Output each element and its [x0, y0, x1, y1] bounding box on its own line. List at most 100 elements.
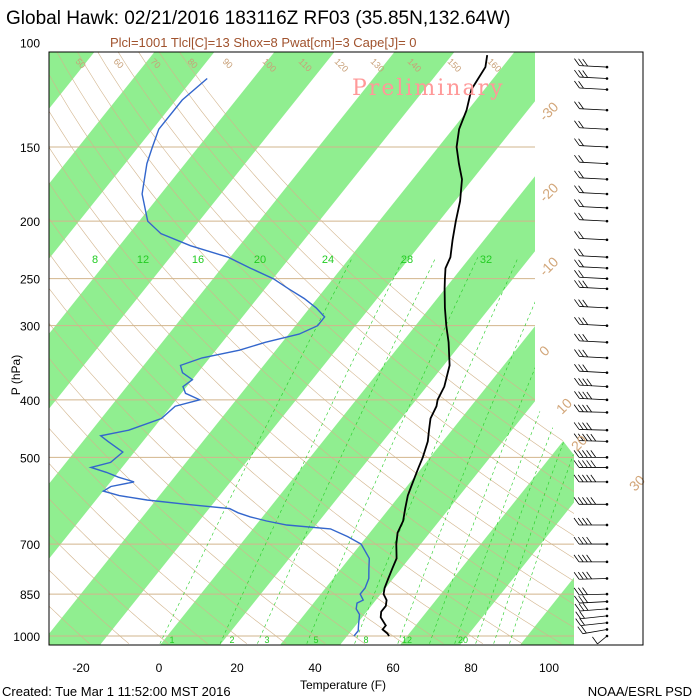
wind-barb [580, 615, 608, 620]
wind-barb-feather [573, 497, 580, 505]
wind-barb [579, 108, 608, 111]
mixing-ratio-bottom-label: 8 [363, 635, 368, 645]
wind-barb-feather [573, 554, 580, 563]
wind-barb-dot [605, 614, 609, 618]
wind-barb-feather [574, 259, 580, 267]
y-tick-label: 1000 [13, 630, 40, 644]
wind-barb [579, 356, 608, 359]
wind-barb-dot [605, 466, 609, 469]
wind-barb [579, 440, 608, 442]
wind-barb-dot [605, 577, 609, 580]
temperature-line [379, 54, 489, 637]
wind-barb-feather [575, 611, 582, 620]
wind-barb-feather [577, 433, 584, 442]
created-timestamp: Created: Tue Mar 1 11:52:00 MST 2016 [2, 684, 231, 699]
wind-barb-feather [577, 404, 584, 413]
mixing-ratio-label: 16 [192, 254, 204, 266]
wind-barb-dot [605, 108, 609, 112]
mixing-ratio-bottom-label: 3 [264, 635, 269, 645]
wind-barb [579, 593, 608, 596]
wind-barb-feather [578, 185, 584, 193]
wind-barb-feather [582, 378, 589, 386]
wind-barb [579, 192, 608, 195]
wind-barb-feather [578, 101, 584, 110]
watermark: Preliminary [352, 76, 505, 101]
wind-barb-feather [582, 517, 588, 526]
wind-barb-feather [578, 595, 584, 604]
wind-barb-feather [586, 378, 593, 387]
wind-barb [579, 276, 608, 280]
wind-barb-feather [574, 199, 580, 207]
mixing-ratio-label: 24 [322, 254, 334, 266]
wind-barb-dot [605, 411, 609, 414]
wind-barb-feather [578, 70, 584, 78]
wind-barb [579, 601, 608, 604]
mixing-ratio-line [257, 257, 437, 644]
wind-barb-feather [578, 248, 584, 257]
wind-barb-feather [578, 58, 584, 67]
wind-barb [579, 145, 608, 148]
wind-barb-feather [574, 58, 580, 66]
isotherm-band [49, 52, 215, 259]
wind-barb-dot [605, 592, 609, 596]
dry-adiabat [49, 569, 129, 644]
wind-barb-feather [578, 120, 584, 129]
wind-barb-feather [578, 212, 584, 221]
wind-barb [579, 384, 608, 388]
wind-barb-dot [605, 398, 609, 402]
wind-barb-feather [586, 460, 592, 468]
wind-barb-feather [574, 231, 580, 239]
wind-barb-feather [586, 554, 592, 563]
adiabat-label: 90 [221, 56, 235, 70]
wind-barb [579, 306, 608, 309]
chart-title: Global Hawk: 02/21/2016 183116Z RF03 (35… [6, 8, 511, 29]
adiabat-label: 120 [333, 56, 351, 74]
wind-barb-dot [605, 192, 609, 196]
isotherm-band [49, 52, 455, 559]
wind-barb-feather [578, 81, 584, 89]
wind-barb-feather [579, 617, 585, 626]
wind-barb-feather [578, 155, 584, 163]
wind-barb-feather [578, 138, 584, 147]
wind-barb-dot [605, 266, 609, 270]
wind-barb-dot [605, 177, 609, 181]
x-axis-label: Temperature (F) [300, 678, 387, 692]
wind-barb [579, 177, 608, 180]
dry-adiabat [49, 146, 601, 644]
wind-barb-feather [573, 404, 580, 412]
wind-barb-feather [582, 603, 589, 611]
wind-barb-feather [578, 259, 584, 268]
adiabat-label: 60 [112, 56, 126, 70]
wind-barb [579, 340, 608, 343]
wind-barb-dot [605, 503, 609, 506]
wind-barb-feather [582, 317, 589, 325]
wind-barb-feather [578, 317, 584, 325]
wind-barb-feather [574, 101, 580, 109]
mixing-ratio-label: 20 [254, 254, 266, 266]
wind-barb-feather [582, 433, 588, 442]
wind-barb-dot [605, 127, 609, 131]
wind-panel [535, 52, 643, 645]
wind-barb-feather [578, 170, 584, 179]
dry-adiabat [0, 43, 11, 644]
mixing-ratio-line [454, 257, 603, 644]
wind-barb-feather [586, 433, 592, 442]
wind-barb-feather [578, 603, 585, 611]
dry-adiabat [97, 52, 643, 558]
wind-barb [579, 161, 608, 165]
wind-barb-dot [605, 324, 609, 327]
wind-barb-feather [574, 185, 580, 193]
x-tick-label: 60 [386, 661, 400, 675]
wind-barb-dot [605, 542, 609, 546]
wind-barb [579, 370, 608, 374]
wind-barb-feather [578, 364, 584, 372]
wind-barb-feather [574, 80, 580, 89]
wind-barb-feather [573, 474, 580, 483]
wind-barb-feather [574, 377, 580, 386]
y-tick-label: 100 [20, 37, 40, 51]
wind-barb-feather [574, 154, 580, 163]
wind-barb-feather [578, 333, 584, 342]
mixing-ratio-bottom-label: 2 [229, 635, 234, 645]
wind-barb-feather [574, 248, 580, 256]
wind-barb-dot [605, 634, 609, 638]
